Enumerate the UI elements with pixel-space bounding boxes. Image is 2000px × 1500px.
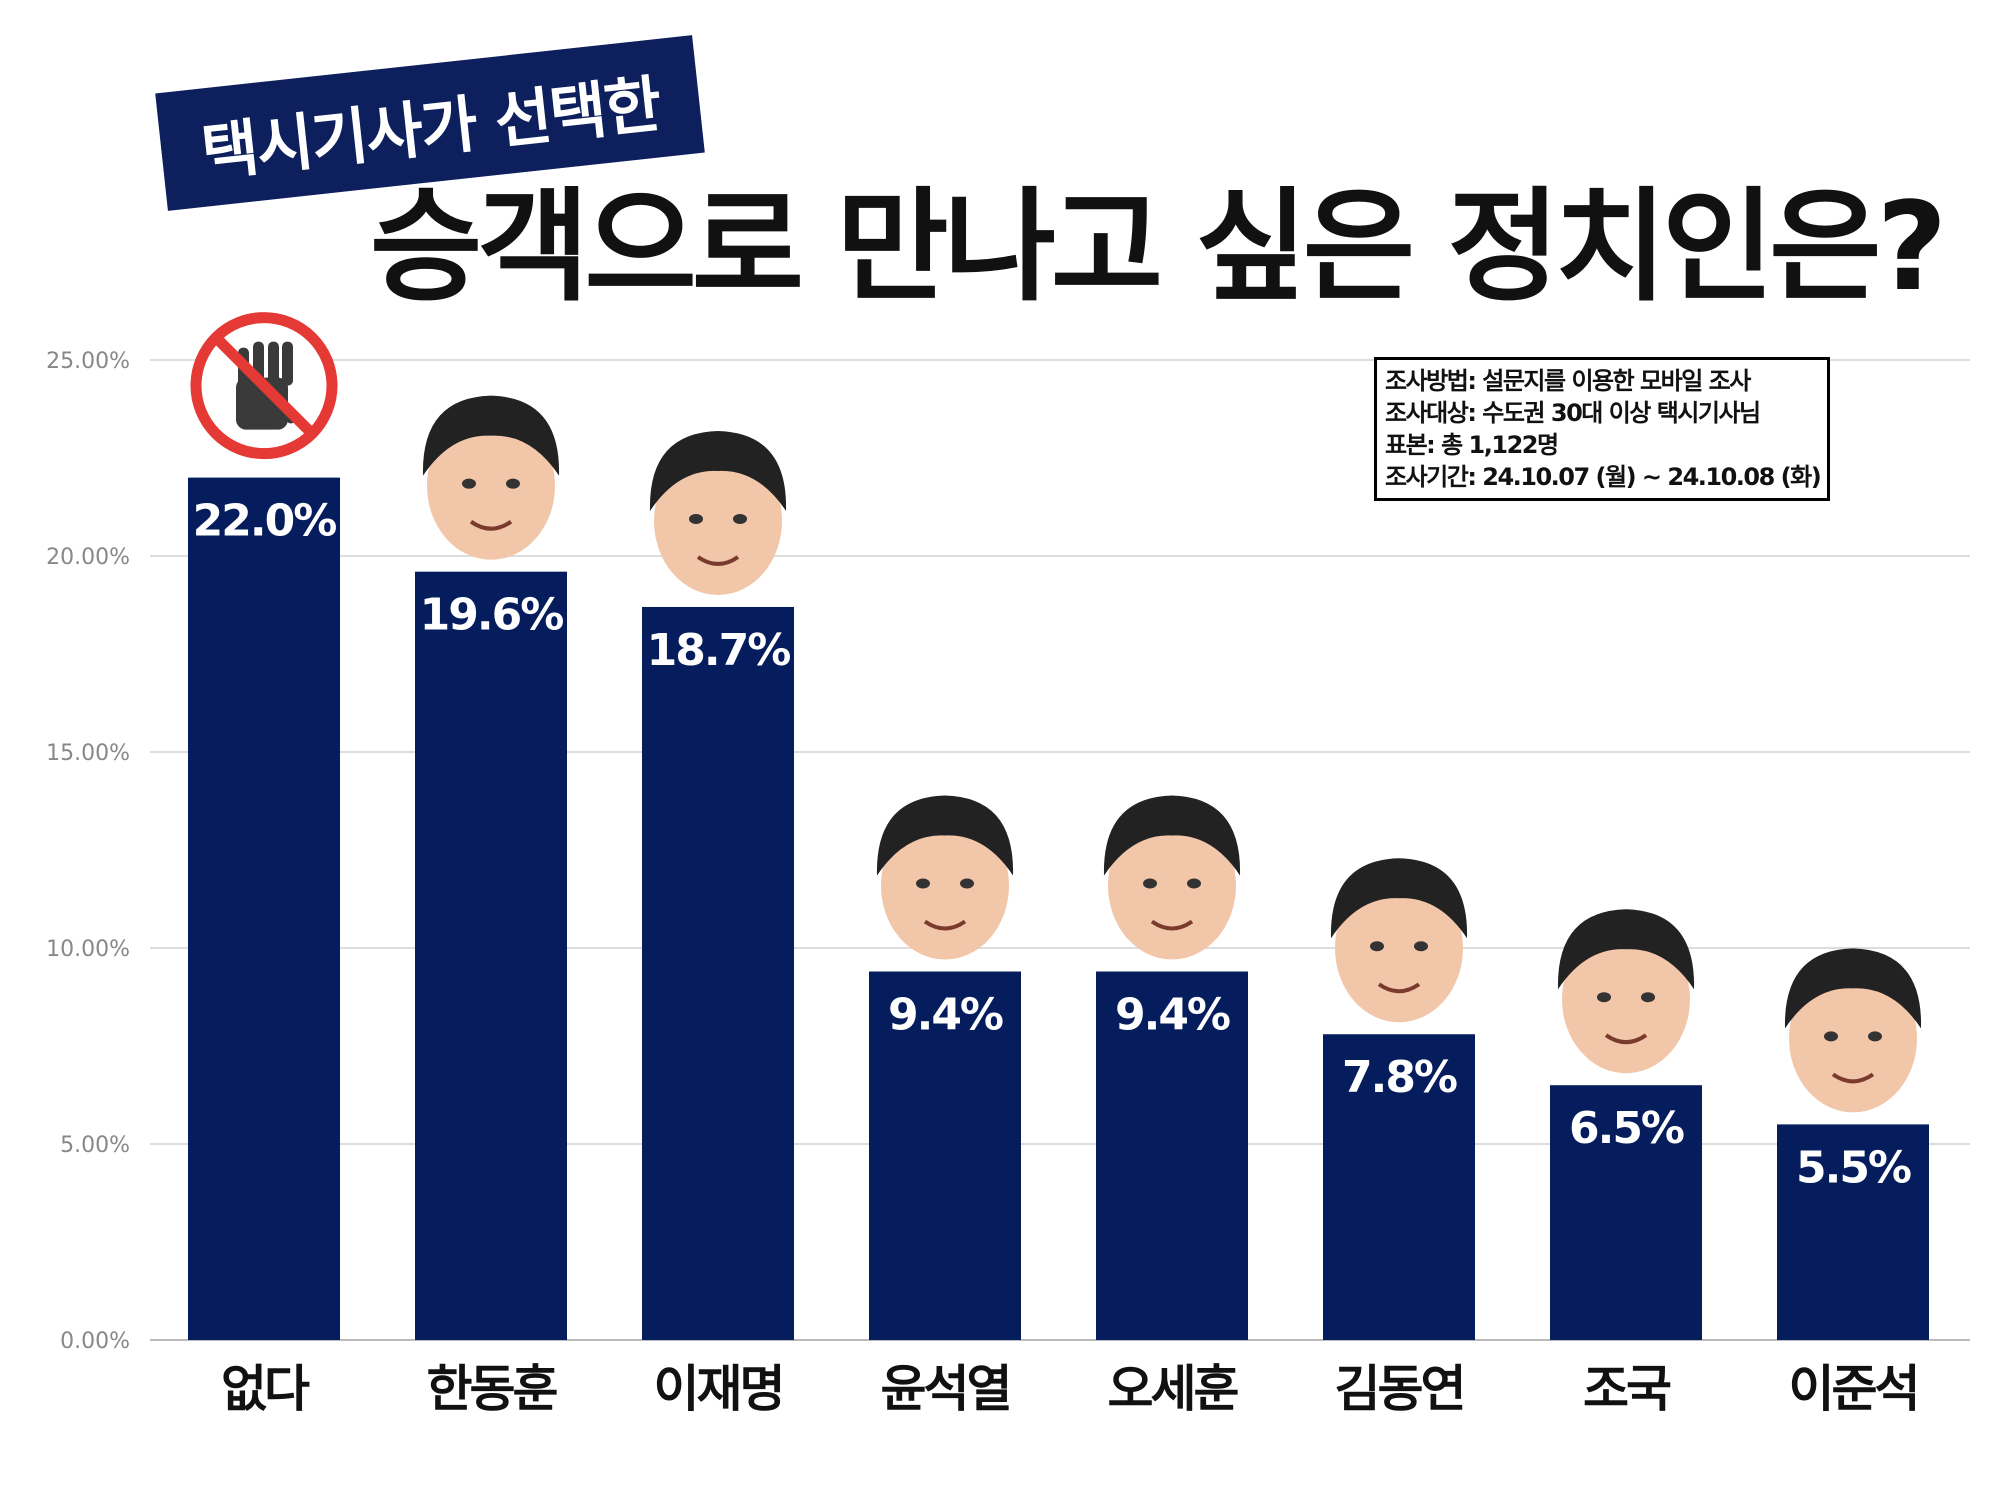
face-icon <box>649 430 787 595</box>
face-eye <box>462 478 476 489</box>
face-icon <box>876 795 1014 960</box>
face-hair <box>1557 909 1695 990</box>
face-eye <box>1868 1031 1882 1042</box>
face-skin <box>1562 925 1690 1074</box>
face-eye <box>960 878 974 889</box>
bars <box>188 477 1929 1341</box>
bar <box>188 477 340 1341</box>
face-icon <box>1103 795 1241 960</box>
y-axis: 0.00% 5.00% 10.00% 15.00% 20.00% 25.00% <box>46 349 130 1354</box>
chart-title: 승객으로 만나고 싶은 정치인은? <box>370 176 1947 318</box>
y-tick-label: 5.00% <box>60 1133 130 1158</box>
y-tick-label: 0.00% <box>60 1329 130 1354</box>
bar-value-label: 5.5% <box>1796 1142 1911 1193</box>
face-eye <box>1370 941 1384 952</box>
face-eye <box>1414 941 1428 952</box>
face-skin <box>1789 964 1917 1113</box>
no-sign-slash <box>212 333 316 438</box>
bar <box>415 571 567 1340</box>
bar-icons <box>190 312 1922 1113</box>
face-skin <box>427 411 555 560</box>
survey-method: 조사방법: 설문지를 이용한 모바일 조사 <box>1385 367 1751 395</box>
bar-value-label: 19.6% <box>420 590 564 641</box>
category-label: 한동훈 <box>427 1360 558 1418</box>
bar-value-label: 7.8% <box>1342 1052 1457 1103</box>
bar <box>869 971 1021 1340</box>
face-icon <box>1330 858 1468 1023</box>
face-mouth <box>469 520 513 531</box>
y-tick-label: 15.00% <box>46 741 130 766</box>
no-hand-icon <box>190 312 338 460</box>
survey-info-box: 조사방법: 설문지를 이용한 모바일 조사 조사대상: 수도권 30대 이상 택… <box>1374 357 1830 501</box>
y-tick-label: 25.00% <box>46 349 130 374</box>
face-eye <box>733 513 747 524</box>
category-labels: 없다 한동훈 이재명 윤석열 오세훈 김동연 조국 이준석 <box>221 1360 1921 1418</box>
hand-finger <box>268 341 279 386</box>
face-eye <box>689 513 703 524</box>
face-hair <box>876 795 1014 876</box>
survey-period: 조사기간: 24.10.07 (월) ~ 24.10.08 (화) <box>1385 463 1822 491</box>
face-hair <box>1103 795 1241 876</box>
survey-sample: 표본: 총 1,122명 <box>1385 431 1559 459</box>
face-eye <box>1143 878 1157 889</box>
category-label: 김동연 <box>1335 1360 1464 1418</box>
face-skin <box>881 811 1009 960</box>
face-icon <box>1557 909 1695 1074</box>
face-mouth <box>1150 919 1194 931</box>
face-hair <box>649 430 787 511</box>
y-tick-label: 20.00% <box>46 545 130 570</box>
face-eye <box>506 478 520 489</box>
face-eye <box>1187 878 1201 889</box>
face-mouth <box>696 555 740 566</box>
face-eye <box>1641 992 1655 1003</box>
bar-value-label: 18.7% <box>647 625 791 676</box>
bar-value-label: 6.5% <box>1569 1103 1684 1154</box>
hand-finger <box>282 341 293 386</box>
survey-target: 조사대상: 수도권 30대 이상 택시기사님 <box>1385 399 1761 427</box>
category-label: 이재명 <box>654 1360 783 1418</box>
bar <box>1096 971 1248 1340</box>
face-hair <box>422 395 560 476</box>
face-icon <box>422 395 560 560</box>
face-eye <box>916 878 930 889</box>
bar-value-label: 22.0% <box>193 496 337 547</box>
face-eye <box>1597 992 1611 1003</box>
face-eye <box>1824 1031 1838 1042</box>
category-label: 윤석열 <box>881 1360 1010 1418</box>
face-skin <box>1335 874 1463 1023</box>
category-label: 조국 <box>1583 1360 1671 1418</box>
face-mouth <box>1377 982 1421 994</box>
face-mouth <box>1831 1072 1875 1084</box>
y-tick-label: 10.00% <box>46 937 130 962</box>
face-hair <box>1784 948 1922 1029</box>
bar <box>1323 1034 1475 1340</box>
face-icon <box>1784 948 1922 1113</box>
face-skin <box>1108 811 1236 960</box>
face-mouth <box>1604 1033 1648 1045</box>
bar-value-label: 9.4% <box>1115 990 1230 1041</box>
bar <box>642 606 794 1340</box>
category-label: 없다 <box>221 1360 310 1418</box>
face-mouth <box>923 919 967 931</box>
face-skin <box>654 446 782 595</box>
bar <box>1550 1085 1702 1340</box>
bar-labels: 22.0% 19.6% 18.7% 9.4% 9.4% 7.8% 6.5% 5.5% <box>193 496 1913 1194</box>
category-label: 오세훈 <box>1108 1360 1239 1418</box>
face-hair <box>1330 858 1468 939</box>
bar <box>1777 1124 1929 1340</box>
category-label: 이준석 <box>1789 1360 1918 1418</box>
bar-value-label: 9.4% <box>888 990 1003 1041</box>
